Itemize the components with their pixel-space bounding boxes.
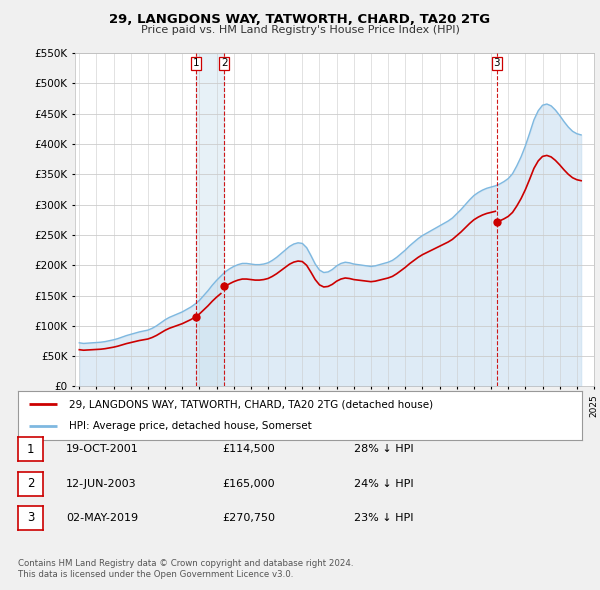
Text: This data is licensed under the Open Government Licence v3.0.: This data is licensed under the Open Gov… — [18, 571, 293, 579]
Text: 19-OCT-2001: 19-OCT-2001 — [66, 444, 139, 454]
Text: £270,750: £270,750 — [222, 513, 275, 523]
Text: 28% ↓ HPI: 28% ↓ HPI — [354, 444, 413, 454]
Text: 3: 3 — [493, 58, 500, 68]
Text: 29, LANGDONS WAY, TATWORTH, CHARD, TA20 2TG: 29, LANGDONS WAY, TATWORTH, CHARD, TA20 … — [109, 13, 491, 26]
Text: Price paid vs. HM Land Registry's House Price Index (HPI): Price paid vs. HM Land Registry's House … — [140, 25, 460, 35]
Text: 02-MAY-2019: 02-MAY-2019 — [66, 513, 138, 523]
Text: £114,500: £114,500 — [222, 444, 275, 454]
Text: 2: 2 — [221, 58, 227, 68]
Text: 29, LANGDONS WAY, TATWORTH, CHARD, TA20 2TG (detached house): 29, LANGDONS WAY, TATWORTH, CHARD, TA20 … — [69, 399, 433, 409]
Text: Contains HM Land Registry data © Crown copyright and database right 2024.: Contains HM Land Registry data © Crown c… — [18, 559, 353, 568]
Text: HPI: Average price, detached house, Somerset: HPI: Average price, detached house, Some… — [69, 421, 311, 431]
Text: 12-JUN-2003: 12-JUN-2003 — [66, 478, 137, 489]
Text: 1: 1 — [27, 443, 34, 456]
Text: £165,000: £165,000 — [222, 478, 275, 489]
Text: 3: 3 — [27, 512, 34, 525]
Text: 23% ↓ HPI: 23% ↓ HPI — [354, 513, 413, 523]
Bar — [196, 53, 224, 386]
Text: 24% ↓ HPI: 24% ↓ HPI — [354, 478, 413, 489]
Text: 2: 2 — [27, 477, 34, 490]
Text: 1: 1 — [193, 58, 199, 68]
